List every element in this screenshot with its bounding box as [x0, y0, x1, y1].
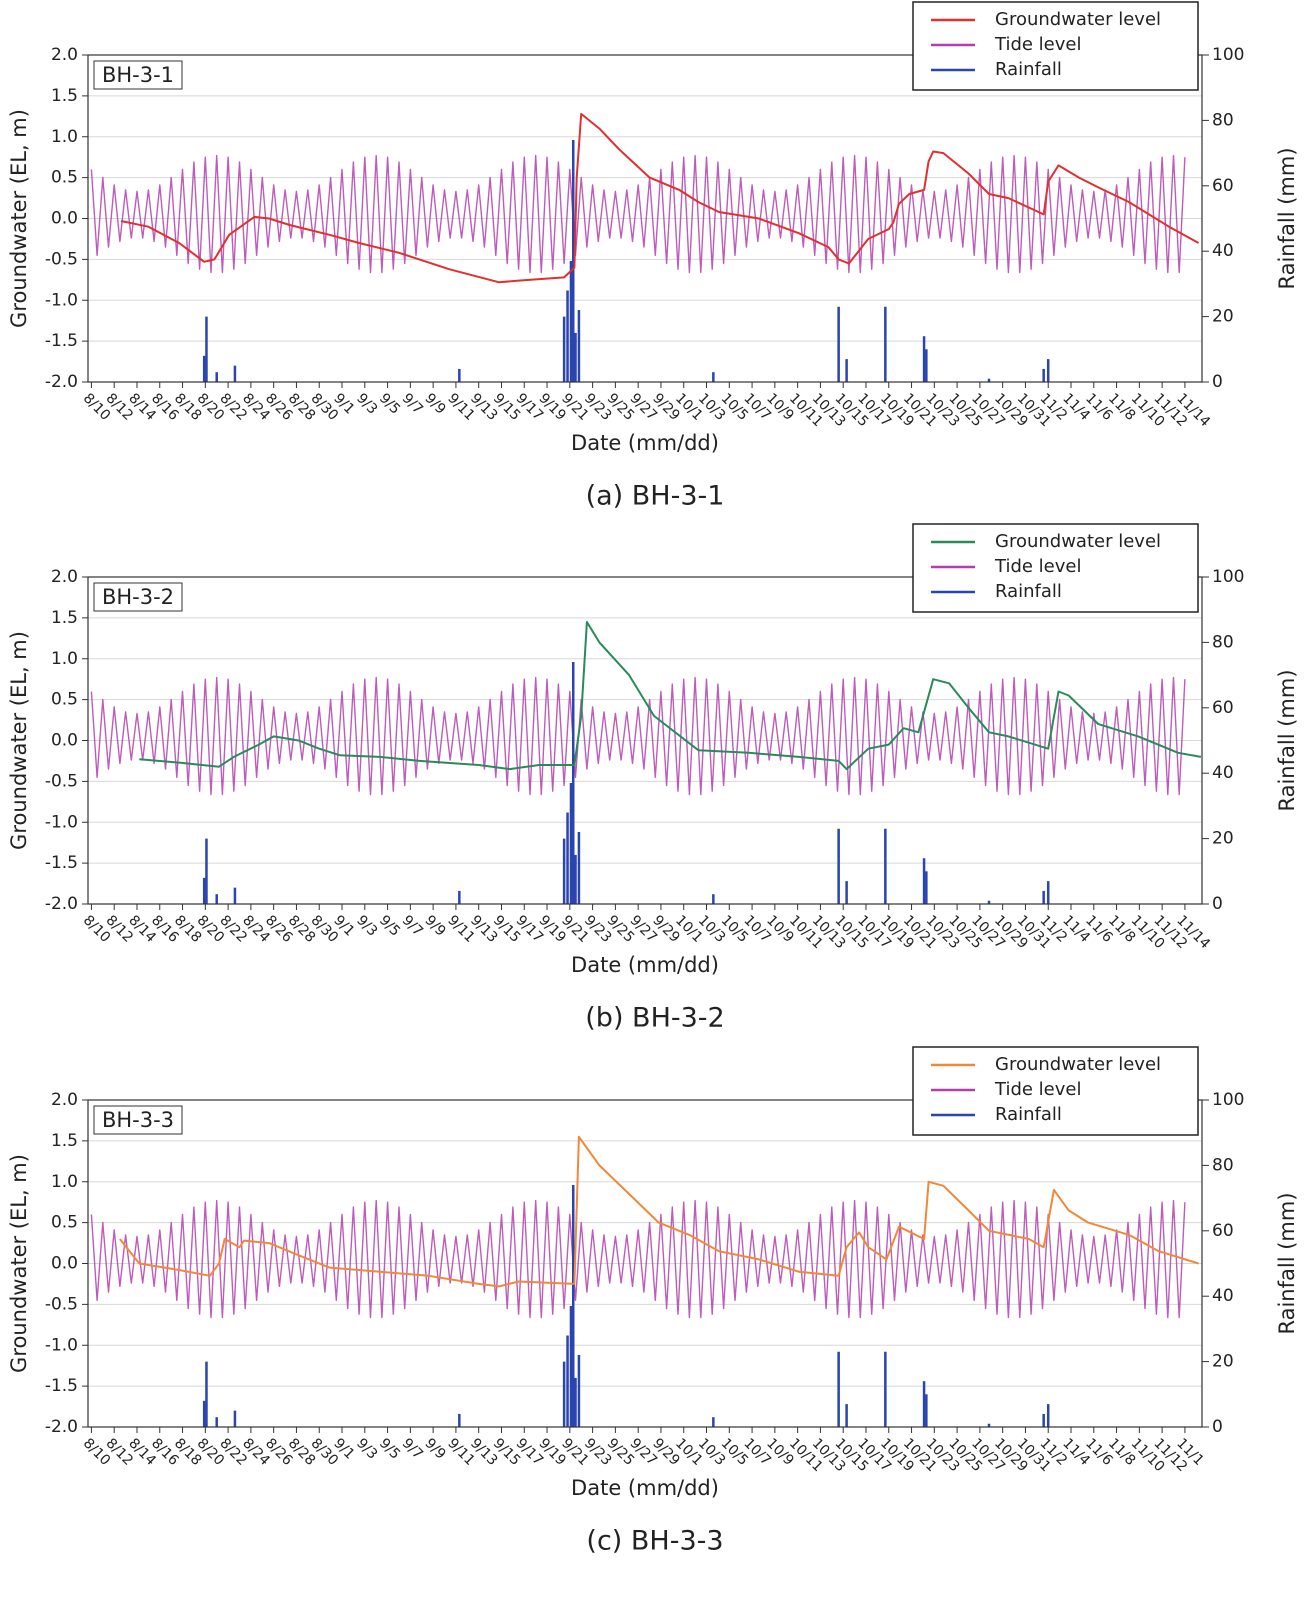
y-tick-label: 1.5 [51, 1131, 78, 1151]
legend-label: Rainfall [995, 581, 1062, 602]
y2-tick-label: 60 [1212, 176, 1234, 196]
y2-tick-label: 100 [1212, 1090, 1244, 1110]
y-tick-label: -2.0 [45, 1417, 78, 1437]
y-axis-label: Groundwater (EL, m) [7, 1154, 31, 1373]
y-tick-label: 1.0 [51, 1172, 78, 1192]
y2-axis-label: Rainfall (mm) [1275, 1192, 1299, 1334]
x-tick-label: 9/7 [399, 390, 426, 417]
y-tick-label: -2.0 [45, 372, 78, 392]
y-tick-label: 0.5 [51, 168, 78, 188]
y2-tick-label: 0 [1212, 894, 1223, 914]
y-tick-label: -0.5 [45, 771, 78, 791]
y2-tick-label: 80 [1212, 110, 1234, 130]
y-tick-label: 0.5 [51, 690, 78, 710]
y-tick-label: -1.0 [45, 812, 78, 832]
y-tick-label: -1.5 [45, 331, 78, 351]
x-tick-label: 9/9 [421, 390, 448, 417]
y2-tick-label: 0 [1212, 372, 1223, 392]
legend-label: Tide level [994, 1079, 1081, 1100]
y2-tick-label: 20 [1212, 1352, 1234, 1372]
y2-tick-label: 40 [1212, 763, 1234, 783]
x-tick-label: 9/5 [376, 390, 403, 417]
legend-label: Tide level [994, 34, 1081, 55]
y-tick-label: -1.5 [45, 853, 78, 873]
x-axis-label: Date (mm/dd) [571, 953, 719, 977]
y2-axis-label: Rainfall (mm) [1275, 669, 1299, 811]
y2-tick-label: 40 [1212, 1286, 1234, 1306]
y-tick-label: 0.0 [51, 731, 78, 751]
y-tick-label: 0.5 [51, 1213, 78, 1233]
y-axis-label: Groundwater (EL, m) [7, 109, 31, 328]
y-tick-label: -0.5 [45, 249, 78, 269]
panel-label: BH-3-2 [102, 585, 174, 609]
caption: (c) BH-3-3 [586, 1526, 723, 1557]
panel-label: BH-3-1 [102, 63, 174, 87]
series-line [119, 1135, 1199, 1288]
plot-frame [87, 576, 1203, 905]
y2-tick-label: 60 [1212, 698, 1234, 718]
x-tick-label: 9/3 [353, 390, 380, 417]
y2-tick-label: 100 [1212, 45, 1244, 65]
y2-tick-label: 80 [1212, 1155, 1234, 1175]
x-tick-label: 9/7 [399, 1435, 426, 1462]
y2-tick-label: 80 [1212, 632, 1234, 652]
y-tick-label: -2.0 [45, 894, 78, 914]
legend-label: Groundwater level [995, 9, 1161, 30]
y2-tick-label: 0 [1212, 1417, 1223, 1437]
plot-frame [87, 54, 1203, 383]
y-tick-label: 2.0 [51, 45, 78, 65]
y-tick-label: -0.5 [45, 1294, 78, 1314]
legend-label: Groundwater level [995, 531, 1161, 552]
y-tick-label: -1.0 [45, 290, 78, 310]
panel-label-box [93, 582, 183, 612]
x-tick-label: 9/9 [421, 1435, 448, 1462]
y-tick-label: 2.0 [51, 1090, 78, 1110]
y-tick-label: 1.0 [51, 649, 78, 669]
x-tick-label: 9/3 [353, 1435, 380, 1462]
y-tick-label: 0.0 [51, 209, 78, 229]
y-tick-label: 1.5 [51, 608, 78, 628]
y2-tick-label: 60 [1212, 1221, 1234, 1241]
series-line [90, 154, 1186, 274]
x-tick-label: 9/5 [376, 1435, 403, 1462]
y-tick-label: 0.0 [51, 1254, 78, 1274]
x-axis-label: Date (mm/dd) [571, 431, 719, 455]
y-tick-label: -1.0 [45, 1335, 78, 1355]
x-tick-label: 9/5 [376, 912, 403, 939]
legend-label: Groundwater level [995, 1054, 1161, 1075]
caption: (a) BH-3-1 [586, 481, 725, 512]
series-line [120, 112, 1200, 284]
y-tick-label: 1.0 [51, 127, 78, 147]
series-line [139, 621, 1202, 771]
y-tick-label: 1.5 [51, 86, 78, 106]
panel-label: BH-3-3 [102, 1108, 174, 1132]
y2-axis-label: Rainfall (mm) [1275, 147, 1299, 289]
y-tick-label: -1.5 [45, 1376, 78, 1396]
x-axis-label: Date (mm/dd) [571, 1476, 719, 1500]
y2-tick-label: 100 [1212, 567, 1244, 587]
y-tick-label: 2.0 [51, 567, 78, 587]
series-line [90, 1199, 1186, 1319]
panel-label-box [93, 1105, 183, 1135]
series-line [90, 676, 1186, 796]
y2-tick-label: 40 [1212, 241, 1234, 261]
panel-label-box [93, 60, 183, 90]
caption: (b) BH-3-2 [585, 1003, 724, 1034]
plot-frame [87, 1099, 1203, 1428]
legend-label: Rainfall [995, 59, 1062, 80]
x-tick-label: 9/3 [353, 912, 380, 939]
x-tick-label: 9/9 [421, 912, 448, 939]
y2-tick-label: 20 [1212, 829, 1234, 849]
y-axis-label: Groundwater (EL, m) [7, 631, 31, 850]
y2-tick-label: 20 [1212, 307, 1234, 327]
x-tick-label: 9/7 [399, 912, 426, 939]
legend-label: Tide level [994, 556, 1081, 577]
legend-label: Rainfall [995, 1104, 1062, 1125]
